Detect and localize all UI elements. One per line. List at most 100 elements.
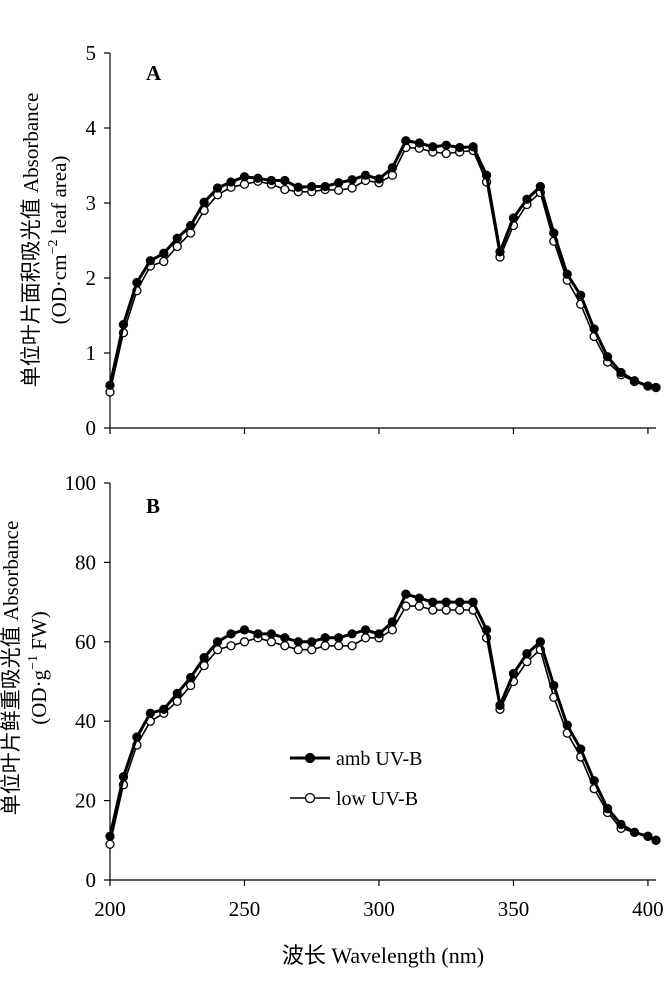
y-axis-label-line2: (OD·cm−2 leaf area) — [46, 156, 71, 325]
panel-a: 0 1 2 3 4 5 A 单位叶片面积吸光值 Absorbance (OD·cm−2 leaf… — [19, 41, 661, 440]
data-point-amb-uvb — [347, 629, 357, 639]
data-point-amb-uvb — [320, 633, 330, 643]
data-point-amb-uvb — [535, 181, 545, 192]
data-point-amb-uvb — [253, 173, 263, 183]
data-point-amb-uvb — [441, 140, 451, 150]
data-point-amb-uvb — [105, 831, 115, 841]
data-point-amb-uvb — [360, 625, 371, 635]
data-point-amb-uvb — [414, 138, 424, 148]
data-point-amb-uvb — [307, 181, 317, 192]
data-point-amb-uvb — [562, 269, 572, 279]
y-tick-label: 5 — [86, 41, 97, 65]
data-point-amb-uvb — [508, 213, 519, 223]
data-point-amb-uvb — [401, 589, 411, 599]
data-point-amb-uvb — [199, 653, 209, 663]
y-tick-label: 40 — [75, 709, 96, 733]
data-point-amb-uvb — [468, 142, 478, 152]
data-point-amb-uvb — [401, 136, 411, 146]
data-point-amb-uvb — [562, 720, 572, 730]
panel-label: A — [146, 61, 162, 85]
data-point-amb-uvb — [549, 680, 559, 691]
data-point-amb-uvb — [280, 633, 290, 643]
y-tick-label: 0 — [86, 868, 97, 892]
data-point-amb-uvb — [508, 668, 519, 679]
data-point-low-uvb — [293, 645, 303, 655]
x-tick-label: 400 — [632, 897, 664, 921]
data-point-amb-uvb — [629, 827, 640, 838]
data-point-amb-uvb — [374, 629, 384, 639]
legend-marker-open — [304, 792, 316, 804]
y-axis-label-exponent: −2 — [46, 240, 61, 255]
data-point-low-uvb — [280, 184, 290, 195]
data-point-low-uvb — [414, 601, 424, 611]
data-point-amb-uvb — [266, 629, 277, 639]
y-tick-label: 20 — [75, 789, 96, 813]
y-axis-label: 单位叶片面积吸光值 Absorbance (OD·cm−2 leaf area) — [19, 93, 71, 388]
data-point-amb-uvb — [495, 247, 505, 257]
data-point-amb-uvb — [293, 637, 303, 647]
y-tick-label: 60 — [75, 630, 96, 654]
data-point-amb-uvb — [145, 708, 155, 718]
data-point-low-uvb — [159, 256, 169, 267]
panel-label: B — [146, 494, 160, 518]
data-point-amb-uvb — [239, 172, 250, 182]
y-axis-label-line1: 单位叶片鲜重吸光值 Absorbance — [0, 521, 23, 816]
data-point-low-uvb — [280, 641, 290, 651]
y-axis-label-unit: (OD·cm — [47, 254, 71, 324]
data-point-amb-uvb — [387, 163, 398, 173]
legend-marker-filled — [304, 752, 316, 764]
data-point-amb-uvb — [186, 220, 196, 231]
data-point-amb-uvb — [374, 174, 384, 184]
data-point-amb-uvb — [172, 688, 182, 699]
data-point-amb-uvb — [226, 177, 236, 187]
data-point-amb-uvb — [253, 629, 263, 639]
data-point-low-uvb — [347, 183, 357, 193]
data-point-low-uvb — [455, 605, 465, 615]
data-point-amb-uvb — [495, 700, 505, 710]
x-axis-label: 波长 Wavelength (nm) — [282, 943, 484, 968]
data-point-low-uvb — [307, 645, 317, 655]
legend-label: amb UV-B — [336, 748, 422, 770]
data-point-amb-uvb — [589, 324, 599, 334]
y-axis-label: 单位叶片鲜重吸光值 Absorbance (OD·g−1 FW) — [0, 521, 51, 816]
data-point-amb-uvb — [629, 376, 640, 386]
data-point-amb-uvb — [307, 637, 317, 647]
data-point-low-uvb — [441, 605, 451, 615]
data-point-amb-uvb — [651, 382, 661, 393]
data-point-low-uvb — [387, 170, 398, 180]
y-axis-label-suffix: leaf area) — [47, 156, 71, 240]
data-point-amb-uvb — [651, 835, 661, 845]
data-point-amb-uvb — [576, 744, 586, 754]
data-point-amb-uvb — [481, 170, 492, 180]
y-tick-label: 1 — [86, 341, 97, 365]
data-point-amb-uvb — [522, 194, 532, 204]
data-point-amb-uvb — [212, 637, 223, 647]
data-point-amb-uvb — [602, 352, 613, 362]
y-axis-label-line2: (OD·g−1 FW) — [26, 611, 51, 724]
y-axis-label-unit: (OD·g — [27, 669, 51, 724]
y-tick-label: 3 — [86, 191, 97, 215]
data-point-amb-uvb — [576, 290, 586, 300]
data-point-amb-uvb — [616, 819, 626, 830]
data-point-low-uvb — [333, 641, 344, 651]
data-point-low-uvb — [401, 601, 411, 611]
data-point-amb-uvb — [616, 367, 626, 378]
y-tick-label: 100 — [65, 471, 97, 495]
x-tick-label: 200 — [94, 897, 126, 921]
data-point-amb-uvb — [387, 617, 398, 627]
data-point-low-uvb — [266, 637, 277, 647]
data-point-amb-uvb — [159, 248, 169, 258]
data-point-amb-uvb — [535, 637, 545, 647]
y-axis-label-exponent: −1 — [26, 655, 41, 670]
data-point-low-uvb — [239, 637, 250, 647]
y-tick-label: 0 — [86, 416, 97, 440]
data-point-amb-uvb — [455, 142, 465, 153]
data-point-amb-uvb — [132, 732, 142, 742]
y-tick-label: 80 — [75, 550, 96, 574]
x-tick-label: 250 — [229, 897, 261, 921]
data-point-low-uvb — [347, 641, 357, 651]
data-point-amb-uvb — [293, 182, 303, 192]
y-axis-label-line1: 单位叶片面积吸光值 Absorbance — [19, 93, 43, 388]
data-point-amb-uvb — [481, 625, 492, 635]
